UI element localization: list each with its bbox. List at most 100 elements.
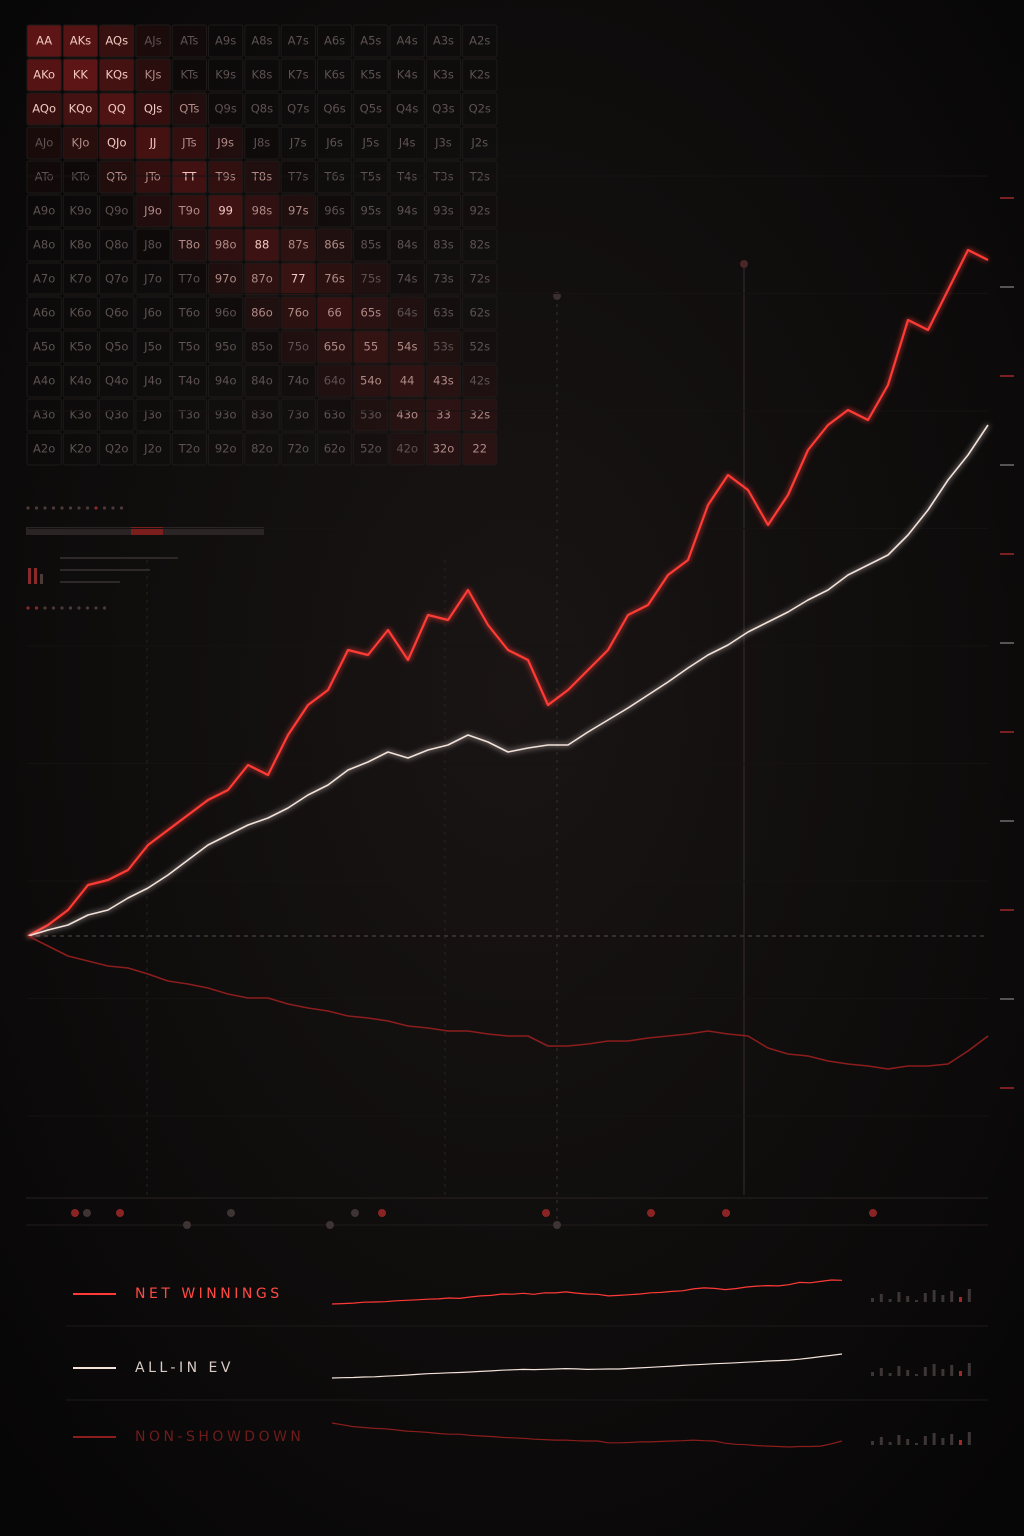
decor-dot xyxy=(77,606,81,610)
hand-label: 52o xyxy=(360,442,382,456)
hand-cell xyxy=(316,296,353,330)
mini-bar xyxy=(923,1293,927,1302)
hand-cell xyxy=(135,262,171,296)
hand-cell xyxy=(316,398,353,432)
hand-cell xyxy=(316,228,353,262)
hand-label: A3o xyxy=(33,408,55,422)
hand-cell xyxy=(389,296,425,330)
hand-label: 93o xyxy=(215,408,237,422)
hand-label: AQo xyxy=(32,102,56,116)
mini-bar xyxy=(941,1295,945,1302)
legend-label: NON-SHOWDOWN xyxy=(135,1429,304,1445)
mini-bar xyxy=(941,1369,945,1376)
hand-cell xyxy=(26,330,62,364)
hand-cell xyxy=(280,24,316,58)
hand-label: A5s xyxy=(360,34,381,48)
decor xyxy=(26,197,1014,1401)
hand-cell xyxy=(135,398,171,432)
hand-label: KQo xyxy=(69,102,93,116)
hand-cell xyxy=(462,160,498,194)
hand-cell xyxy=(389,160,425,194)
hand-label: T5o xyxy=(178,340,200,354)
hand-label: 52s xyxy=(469,340,490,354)
hand-cell xyxy=(99,364,135,398)
series-line xyxy=(27,935,989,1070)
hand-cell xyxy=(462,364,498,398)
hand-label: 85s xyxy=(361,238,382,252)
hand-cell xyxy=(62,330,99,364)
hand-label: 86s xyxy=(324,238,345,252)
hand-cell xyxy=(244,228,280,262)
hand-cell xyxy=(353,160,389,194)
mini-bar xyxy=(967,1289,971,1302)
hand-cell xyxy=(171,160,207,194)
hand-label: 83s xyxy=(433,238,454,252)
decor-dot xyxy=(85,506,90,510)
decor-dot xyxy=(26,606,30,610)
hand-cell xyxy=(26,296,62,330)
hand-cell xyxy=(99,398,135,432)
hand-label: Q7s xyxy=(287,102,309,116)
marker-dot xyxy=(740,260,748,268)
hand-cell xyxy=(389,194,425,228)
hand-cell xyxy=(316,24,353,58)
hand-label: 73s xyxy=(433,272,454,286)
hand-label: A9s xyxy=(215,34,236,48)
decor-dot xyxy=(68,606,73,610)
hand-cell xyxy=(99,92,135,126)
hand-cell xyxy=(208,92,244,126)
hand-cell xyxy=(62,160,99,194)
sparkline xyxy=(331,1422,843,1448)
hand-cell xyxy=(99,432,135,466)
hand-label: 64o xyxy=(324,374,346,388)
hand-cell xyxy=(244,296,280,330)
timeline-dot xyxy=(326,1221,334,1229)
hand-label: J2o xyxy=(143,442,162,456)
hand-cell xyxy=(244,126,280,160)
mini-bar xyxy=(897,1366,901,1376)
hand-cell xyxy=(280,58,316,92)
hand-label: 95s xyxy=(361,204,382,218)
hand-cell xyxy=(99,228,135,262)
hand-label: K7o xyxy=(69,272,91,286)
mini-bar xyxy=(888,1442,892,1445)
hand-cell xyxy=(135,194,171,228)
mini-bar xyxy=(871,1441,874,1445)
decor-dot xyxy=(85,606,90,610)
hand-cell xyxy=(462,126,498,160)
hand-cell xyxy=(389,228,425,262)
hand-label: 92o xyxy=(215,442,237,456)
hand-label: 82s xyxy=(469,238,490,252)
hand-cell xyxy=(462,398,498,432)
hand-label: J3o xyxy=(143,408,162,422)
hand-label: KK xyxy=(73,68,89,82)
mini-bar xyxy=(959,1297,962,1302)
hand-label: K9s xyxy=(215,68,236,82)
legend-label: NET WINNINGS xyxy=(135,1286,283,1302)
hand-cell xyxy=(425,126,462,160)
hand-cell xyxy=(425,24,462,58)
hand-label: A7s xyxy=(288,34,309,48)
hand-label: A4o xyxy=(33,374,55,388)
hand-cell xyxy=(280,126,316,160)
mini-bar xyxy=(941,1438,945,1445)
timeline-dot xyxy=(351,1209,359,1217)
hand-label: A2o xyxy=(33,442,55,456)
hand-cell xyxy=(244,92,280,126)
mini-bar xyxy=(923,1436,927,1445)
hand-label: AA xyxy=(36,34,52,48)
hand-label: 88 xyxy=(255,238,270,252)
hand-label: Q6o xyxy=(105,306,128,320)
hand-cell xyxy=(462,58,498,92)
hand-label: J9o xyxy=(143,204,162,218)
mini-bar xyxy=(932,1364,936,1376)
hand-label: K8s xyxy=(252,68,273,82)
hand-label: JTs xyxy=(181,136,197,150)
hand-cell xyxy=(353,364,389,398)
mini-bar xyxy=(871,1372,874,1376)
hand-label: 82o xyxy=(251,442,273,456)
hand-label: 87o xyxy=(251,272,273,286)
hand-cell xyxy=(280,228,316,262)
hand-cell xyxy=(26,432,62,466)
hand-cell xyxy=(425,194,462,228)
